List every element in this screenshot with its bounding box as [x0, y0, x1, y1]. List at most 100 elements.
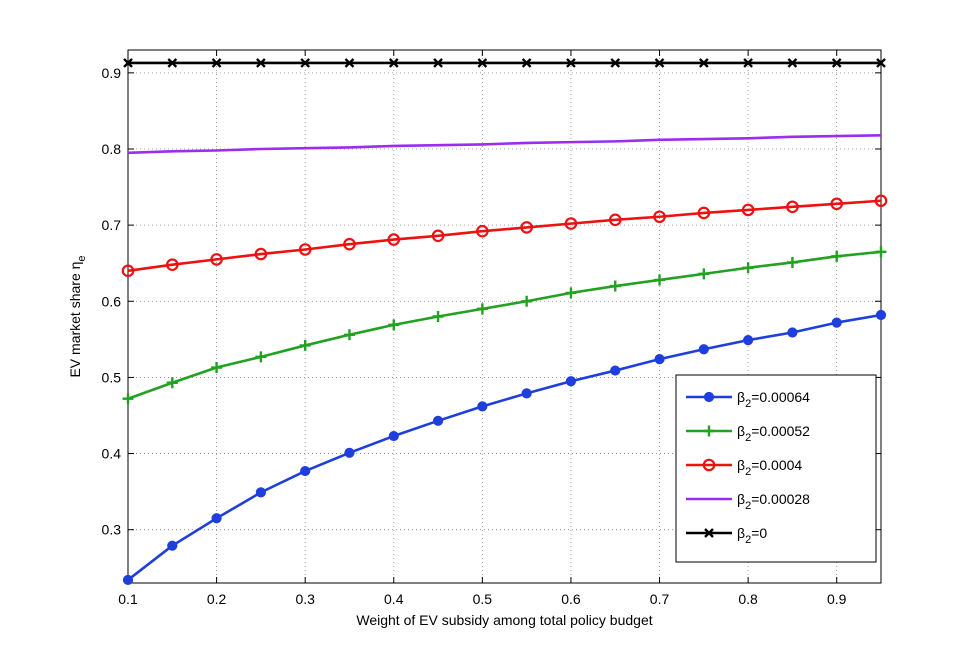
data-point: [477, 401, 488, 412]
series-3: [127, 133, 882, 155]
data-point: [211, 362, 223, 374]
series-line: [127, 199, 882, 273]
series-line: [127, 133, 882, 155]
legend-label-symbol: β: [737, 525, 745, 541]
axis-ticks: 0.1 0.2 0.3 0.4 0.5 0.6 0.7 0.8 0.9 0.3 0.4 0.5 0.6 0…: [102, 50, 881, 607]
data-point: [743, 58, 753, 68]
data-point: [831, 250, 843, 262]
data-point: [432, 311, 444, 322]
data-point: [698, 344, 709, 355]
data-point: [610, 58, 621, 68]
data-point: [121, 264, 135, 278]
data-point: [609, 280, 621, 292]
data-point: [566, 58, 576, 68]
legend-item: β2=0: [686, 525, 767, 546]
series-line: [127, 250, 882, 400]
data-point: [432, 415, 444, 426]
data-point: [830, 197, 844, 211]
legend-label: β2=0.0004: [737, 457, 802, 478]
legend-item: β2=0.00028: [686, 491, 810, 512]
data-point: [387, 233, 401, 246]
data-point: [654, 58, 665, 68]
legend: β2=0.00064β2=0.00052β2=0.0004β2=0.00028β…: [675, 374, 877, 563]
legend-label: β2=0.00064: [737, 389, 810, 410]
data-point: [698, 268, 710, 280]
data-point: [875, 246, 887, 258]
legend-item: β2=0.0004: [686, 457, 802, 478]
series-1: [122, 246, 887, 405]
data-point: [122, 574, 134, 586]
legend-label-symbol: β: [737, 457, 745, 473]
legend-label-symbol: β: [737, 423, 745, 439]
series-0: [122, 309, 887, 586]
data-point: [210, 253, 223, 266]
legend-label-value: =0.00052: [751, 423, 810, 439]
data-point: [831, 317, 842, 328]
data-point: [211, 58, 222, 68]
y-axis-label: EV market share ηe: [67, 255, 88, 377]
legend-label-value: =0.00028: [751, 491, 810, 507]
data-point: [299, 339, 311, 351]
data-point: [476, 303, 488, 315]
data-point: [298, 243, 312, 256]
data-point: [165, 258, 179, 272]
data-point: [344, 58, 355, 68]
data-point: [300, 465, 311, 477]
data-point: [608, 213, 622, 227]
series-2: [121, 194, 888, 278]
data-point: [521, 295, 533, 307]
legend-box: [675, 374, 877, 563]
x-axis-label: Weight of EV subsidy among total policy …: [356, 612, 652, 628]
data-point: [787, 327, 798, 338]
data-point: [167, 540, 178, 551]
data-point: [388, 430, 399, 442]
data-point: [874, 194, 888, 208]
legend-label-subscript: 2: [745, 466, 751, 478]
legend-item: β2=0.00052: [686, 423, 810, 444]
data-point: [610, 365, 621, 376]
x-tick-label: 0.2: [207, 591, 227, 607]
data-point: [343, 329, 355, 341]
data-point: [743, 335, 754, 346]
data-point: [388, 319, 400, 331]
x-tick-label: 0.9: [827, 591, 847, 607]
legend-item: β2=0.00064: [686, 389, 810, 410]
legend-swatch-marker: [704, 528, 714, 538]
legend-label-symbol: β: [737, 491, 745, 507]
series-layer: [121, 58, 888, 586]
data-point: [654, 354, 665, 365]
data-point: [876, 58, 886, 68]
data-point: [255, 351, 267, 363]
data-point: [653, 210, 666, 224]
data-point: [565, 376, 577, 387]
y-tick-label: 0.6: [102, 293, 122, 309]
y-tick-label: 0.9: [102, 65, 122, 81]
x-tick-label: 0.4: [384, 591, 404, 607]
data-point: [256, 58, 266, 68]
data-point: [786, 200, 799, 214]
data-point: [344, 447, 355, 458]
legend-label-subscript: 2: [745, 432, 751, 444]
series-line: [127, 313, 882, 581]
data-point: [477, 58, 488, 68]
legend-label-value: =0: [751, 525, 767, 541]
data-point: [742, 262, 754, 274]
data-point: [520, 221, 533, 234]
data-point: [831, 58, 842, 68]
data-point: [343, 237, 356, 251]
legend-label: β2=0.00052: [737, 423, 810, 444]
data-point: [476, 224, 489, 238]
y-tick-label: 0.4: [102, 446, 122, 462]
legend-swatch-marker: [703, 391, 715, 403]
data-point: [741, 203, 755, 217]
data-point: [166, 377, 178, 389]
y-tick-label: 0.7: [102, 217, 122, 233]
y-tick-label: 0.5: [102, 369, 122, 385]
legend-label-value: =0.0004: [751, 457, 802, 473]
data-point: [521, 388, 532, 399]
data-point: [697, 206, 711, 220]
data-point: [654, 274, 666, 286]
data-point: [167, 58, 178, 68]
data-point: [521, 58, 532, 68]
